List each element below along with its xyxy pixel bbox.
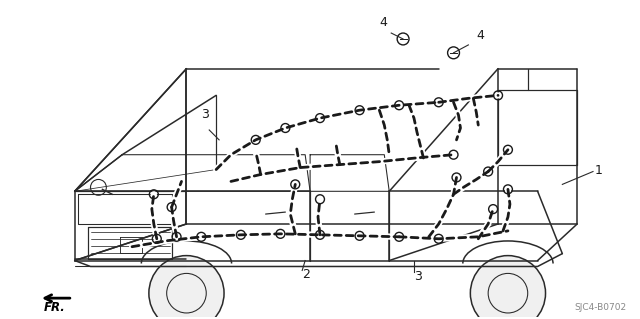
Text: 4: 4 [476,29,484,42]
Text: FR.: FR. [44,301,66,314]
Text: 1: 1 [595,165,603,177]
Circle shape [470,256,545,319]
Circle shape [149,256,224,319]
Text: 2: 2 [302,268,310,281]
Text: SJC4-B0702: SJC4-B0702 [575,303,627,312]
Text: 3: 3 [414,270,422,283]
Text: 3: 3 [202,108,209,121]
Text: 4: 4 [380,16,387,29]
